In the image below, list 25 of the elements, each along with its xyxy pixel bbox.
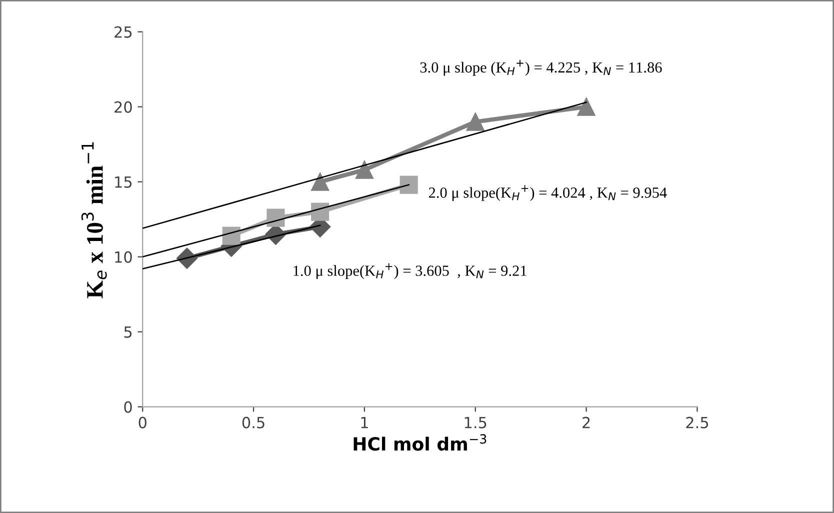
- point: [355, 160, 374, 179]
- x-tick-label: 0.5: [242, 416, 264, 428]
- y-tick-label: 5: [124, 326, 132, 338]
- point: [400, 176, 418, 194]
- x-tick-label: 2: [582, 416, 590, 428]
- point: [577, 98, 596, 116]
- y-tick-label: 15: [115, 176, 132, 188]
- point: [222, 226, 240, 245]
- y-tick-label: 20: [114, 101, 132, 113]
- x-tick-label: 0: [138, 416, 146, 428]
- point: [466, 112, 484, 131]
- series-label: 1.0 μ slope(K$_{H}$$^{+}$) = 3.605 , K$_{N}$ = 9.21: [294, 263, 526, 280]
- y-tick-label: 25: [114, 26, 132, 38]
- point: [311, 202, 330, 221]
- point: [311, 172, 330, 191]
- x-tick-label: 2.5: [686, 416, 708, 428]
- y-axis-title: K$_{e}$ x 10$^{3}$ min$^{−1}$: [81, 142, 107, 298]
- x-tick-label: 1.5: [464, 417, 486, 428]
- point: [266, 208, 285, 227]
- x-axis-title: HCl mol dm$^{−3}$: [354, 434, 486, 451]
- series-label: 2.0 μ slope(K$_{H}$$^{+}$) = 4.024 , K$_{N}$ = 9.954: [428, 185, 667, 201]
- x-tick-label: 1: [361, 417, 368, 428]
- y-tick-label: 10: [115, 251, 132, 263]
- text: 3.0 μ slope (K$_{H}$$^{+}$) = 4.225 , K$_{N}$ = 11.86: [420, 60, 662, 76]
- y-tick-label: 0: [124, 401, 132, 413]
